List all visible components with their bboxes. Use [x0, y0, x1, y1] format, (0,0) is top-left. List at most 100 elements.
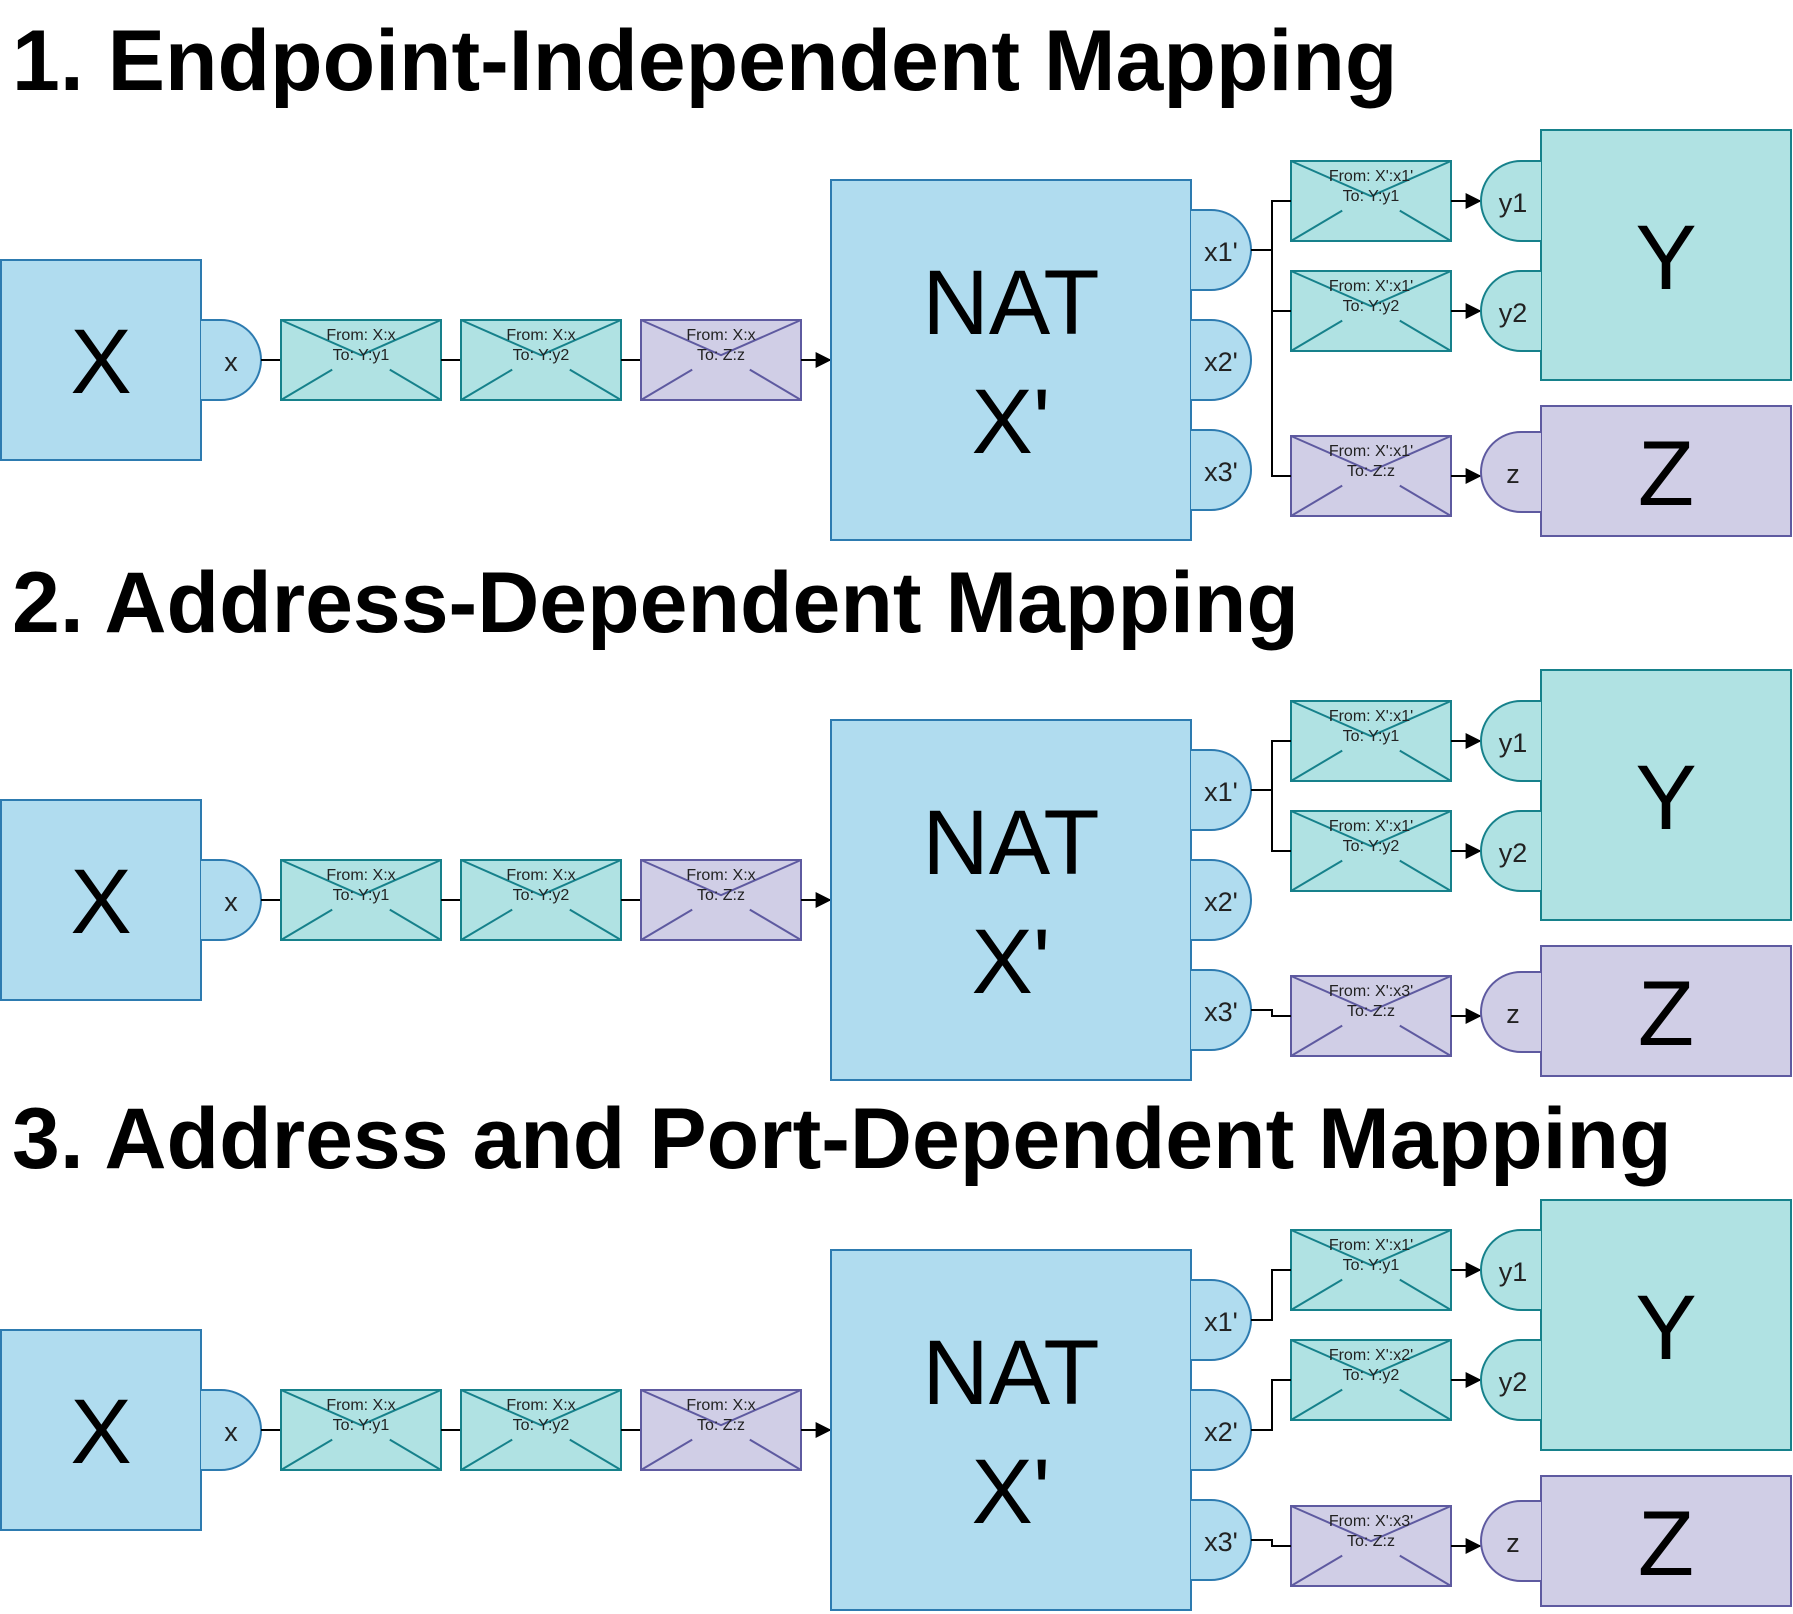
envelope-fold-left [1290, 1388, 1343, 1421]
wire-port-to-envelope [1251, 1269, 1291, 1321]
dest-port-label: y1 [1499, 188, 1528, 218]
nat-port-tab [1191, 319, 1252, 401]
envelope-flap [1290, 435, 1452, 473]
envelope-body [460, 319, 622, 401]
dest-y-label: Y [1635, 747, 1696, 849]
envelope-fold-right [749, 908, 802, 941]
nat-port-label: x3' [1204, 1527, 1238, 1557]
inbound-envelope: From: X:x To: Y:y1 [280, 859, 442, 941]
inbound-envelope: From: X:x To: Y:y2 [460, 1389, 622, 1471]
envelope-fold-left [460, 1438, 513, 1471]
dest-port-label: y1 [1499, 728, 1528, 758]
envelope-from-text: From: X:x [686, 1397, 755, 1414]
envelope-flap [460, 319, 622, 357]
envelope-fold-left [460, 368, 513, 401]
envelope-fold-right [1399, 1278, 1452, 1311]
wire-port-to-envelope [1251, 740, 1291, 791]
envelope-fold-right [569, 1438, 622, 1471]
envelope-from-text: From: X':x2' [1329, 1347, 1413, 1364]
envelope-body [1290, 435, 1452, 517]
envelope-from-text: From: X':x1' [1329, 1237, 1413, 1254]
section-2: 2. Address-Dependent Mapping X x From: X:x T… [0, 555, 1792, 1081]
envelope-to-text: To: Y:y2 [1343, 298, 1400, 315]
envelope-flap [1290, 1339, 1452, 1377]
envelope-flap [1290, 270, 1452, 308]
dest-y-box [1540, 1199, 1792, 1451]
envelope-fold-right [1399, 1024, 1452, 1057]
envelope-fold-left [1290, 484, 1343, 517]
envelope-flap [280, 319, 442, 357]
envelope-from-text: From: X:x [506, 327, 575, 344]
envelope-fold-left [280, 1438, 333, 1471]
envelope-from-text: From: X:x [686, 867, 755, 884]
envelope-body [460, 1389, 622, 1471]
envelope-from-text: From: X:x [326, 867, 395, 884]
envelope-from-text: From: X':x1' [1329, 708, 1413, 725]
host-port-label: x [224, 887, 238, 917]
envelope-flap [1290, 160, 1452, 198]
dest-port-label: z [1506, 459, 1520, 489]
nat-box [830, 719, 1192, 1081]
dest-y-label: Y [1635, 207, 1696, 309]
outbound-envelope: From: X':x1' To: Z:z [1290, 435, 1452, 517]
outbound-envelope: From: X':x1' To: Y:y2 [1290, 270, 1452, 352]
host-x-box [0, 799, 202, 1001]
envelope-fold-right [1399, 1388, 1452, 1421]
envelope-body [640, 319, 802, 401]
nat-label-line2: X' [972, 1441, 1051, 1543]
dest-port-tab [1480, 700, 1541, 782]
envelope-from-text: From: X':x1' [1329, 168, 1413, 185]
dest-port-tab [1480, 1229, 1541, 1311]
dest-z-label: Z [1638, 1493, 1694, 1595]
dest-port-label: y2 [1499, 1367, 1528, 1397]
nat-port-label: x1' [1204, 1307, 1238, 1337]
dest-port-tab [1480, 431, 1541, 513]
wire-port-to-envelope [1251, 789, 1291, 852]
envelope-fold-left [640, 1438, 693, 1471]
dest-port-tab [1480, 1339, 1541, 1421]
nat-port-label: x2' [1204, 1417, 1238, 1447]
dest-port-label: z [1506, 999, 1520, 1029]
envelope-fold-right [569, 368, 622, 401]
envelope-flap [460, 859, 622, 897]
envelope-fold-right [1399, 859, 1452, 892]
envelope-fold-left [460, 908, 513, 941]
envelope-flap [1290, 810, 1452, 848]
envelope-to-text: To: Z:z [697, 1417, 745, 1434]
nat-label-line2: X' [972, 371, 1051, 473]
dest-port-tab [1480, 810, 1541, 892]
envelope-fold-right [749, 1438, 802, 1471]
envelope-to-text: To: Y:y2 [513, 347, 570, 364]
envelope-to-text: To: Y:y1 [333, 1417, 390, 1434]
outbound-envelope: From: X':x1' To: Y:y1 [1290, 1229, 1452, 1311]
dest-y-label: Y [1635, 1277, 1696, 1379]
envelope-flap [1290, 1229, 1452, 1267]
envelope-fold-right [749, 368, 802, 401]
nat-port-tab [1191, 859, 1252, 941]
nat-port-label: x3' [1204, 997, 1238, 1027]
inbound-envelope: From: X:x To: Y:y1 [280, 319, 442, 401]
envelope-to-text: To: Z:z [1347, 1533, 1395, 1550]
wire-port-to-envelope [1251, 1539, 1291, 1547]
envelope-to-text: To: Y:y2 [1343, 838, 1400, 855]
envelope-flap [640, 859, 802, 897]
envelope-to-text: To: Y:y2 [1343, 1367, 1400, 1384]
dest-port-label: y2 [1499, 298, 1528, 328]
nat-label-line1: NAT [922, 252, 1099, 354]
envelope-flap [1290, 975, 1452, 1013]
nat-port-label: x2' [1204, 887, 1238, 917]
nat-box [830, 179, 1192, 541]
inbound-envelope: From: X:x To: Z:z [640, 1389, 802, 1471]
envelope-body [1290, 270, 1452, 352]
dest-port-label: z [1506, 1528, 1520, 1558]
host-x-box [0, 259, 202, 461]
envelope-from-text: From: X:x [686, 327, 755, 344]
envelope-from-text: From: X':x3' [1329, 1513, 1413, 1530]
dest-port-label: y2 [1499, 838, 1528, 868]
envelope-flap [460, 1389, 622, 1427]
envelope-from-text: From: X:x [326, 1397, 395, 1414]
host-x-label: X [70, 311, 131, 413]
envelope-from-text: From: X':x1' [1329, 443, 1413, 460]
envelope-from-text: From: X':x3' [1329, 983, 1413, 1000]
inbound-envelope: From: X:x To: Z:z [640, 859, 802, 941]
